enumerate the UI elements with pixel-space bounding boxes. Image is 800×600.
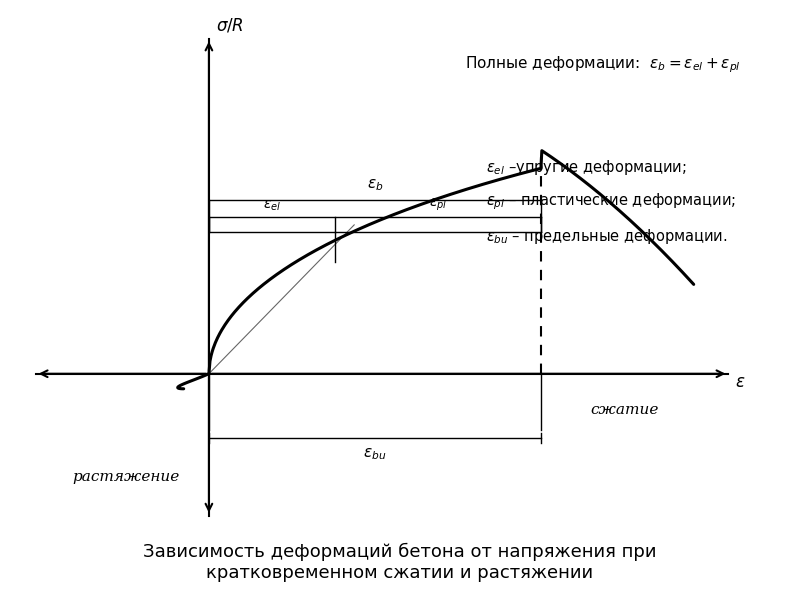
Text: $\varepsilon_{pl}$ – пластические деформации;: $\varepsilon_{pl}$ – пластические деформ…	[486, 191, 736, 212]
Text: $\varepsilon$: $\varepsilon$	[735, 373, 746, 391]
Text: $\sigma/R$: $\sigma/R$	[216, 16, 244, 34]
Text: $\varepsilon_{pl}$: $\varepsilon_{pl}$	[429, 197, 447, 214]
Text: $\varepsilon_{bu}$: $\varepsilon_{bu}$	[363, 447, 386, 463]
Text: $\varepsilon_{bu}$ – предельные деформации.: $\varepsilon_{bu}$ – предельные деформац…	[486, 227, 727, 246]
Text: Полные деформации:  $\varepsilon_b =\varepsilon_{el} +\varepsilon_{pl}$: Полные деформации: $\varepsilon_b =\vare…	[465, 54, 741, 75]
Text: $\varepsilon_b$: $\varepsilon_b$	[367, 178, 383, 193]
Text: $\varepsilon_{el}$: $\varepsilon_{el}$	[263, 199, 281, 214]
Text: растяжение: растяжение	[72, 470, 179, 484]
Text: сжатие: сжатие	[590, 403, 658, 417]
Text: $\varepsilon_{el}$ –упругие деформации;: $\varepsilon_{el}$ –упругие деформации;	[486, 158, 686, 177]
Text: Зависимость деформаций бетона от напряжения при
кратковременном сжатии и растяже: Зависимость деформаций бетона от напряже…	[143, 543, 657, 582]
